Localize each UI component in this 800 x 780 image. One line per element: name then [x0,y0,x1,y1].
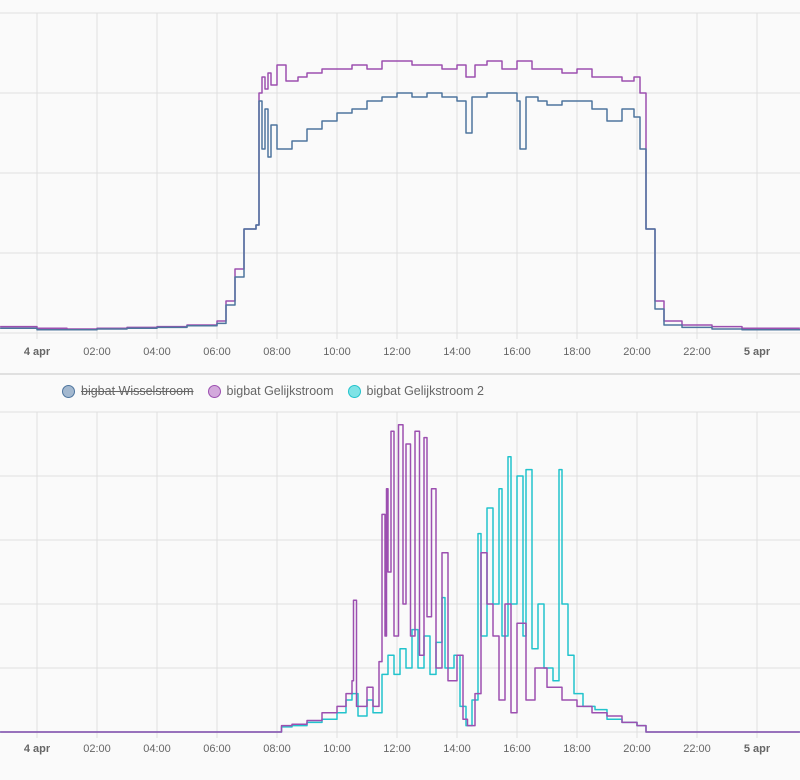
x-tick-label: 10:00 [323,346,351,358]
series-line-bigbat-gelijkstroom [0,60,800,330]
x-tick-label: 08:00 [263,743,291,755]
grid [0,411,800,738]
x-tick-label: 14:00 [443,346,471,358]
x-tick-label: 4 apr [24,743,51,755]
legend-color-swatch [347,384,361,398]
x-tick-label: 4 apr [24,346,51,358]
legend-item-bigbat-gelijkstroom[interactable]: bigbat Gelijkstroom [207,384,334,398]
x-tick-label: 12:00 [383,743,411,755]
legend-color-swatch [207,384,221,398]
legend-label: bigbat Wisselstroom [81,384,194,398]
x-tick-label: 02:00 [83,346,111,358]
chart-legend: bigbat Wisselstroom bigbat Gelijkstroom bi… [0,381,800,401]
x-tick-label: 16:00 [503,743,531,755]
series-line-bigbat-wisselstroom [0,92,800,331]
x-tick-label: 06:00 [203,743,231,755]
x-tick-label: 5 apr [744,743,771,755]
x-tick-label: 18:00 [563,743,591,755]
x-tick-label: 08:00 [263,346,291,358]
x-tick-label: 18:00 [563,346,591,358]
legend-label: bigbat Gelijkstroom 2 [366,384,484,398]
x-tick-label: 04:00 [143,743,171,755]
top-chart: 4 apr 02:00 04:00 06:00 08:00 10:00 12:00 14:00… [0,12,800,358]
x-tick-label: 5 apr [744,346,771,358]
x-tick-label: 06:00 [203,346,231,358]
x-tick-label: 04:00 [143,346,171,358]
chart-divider [0,373,800,375]
x-tick-label: 10:00 [323,743,351,755]
x-tick-label: 22:00 [683,346,711,358]
series-line-bigbat-gelijkstroom-2 [0,456,800,733]
legend-color-swatch [62,384,75,398]
grid [0,12,800,339]
x-tick-label: 12:00 [383,346,411,358]
x-tick-label: 22:00 [683,743,711,755]
bottom-chart: 4 apr 02:00 04:00 06:00 08:00 10:00 12:00 14:00… [0,411,800,755]
x-tick-label: 16:00 [503,346,531,358]
x-tick-label: 02:00 [83,743,111,755]
x-tick-label: 20:00 [623,743,651,755]
legend-item-bigbat-gelijkstroom-2[interactable]: bigbat Gelijkstroom 2 [347,384,484,398]
x-tick-label: 14:00 [443,743,471,755]
x-tick-label: 20:00 [623,346,651,358]
legend-label: bigbat Gelijkstroom [226,384,334,398]
legend-item-bigbat-wisselstroom[interactable]: bigbat Wisselstroom [62,384,194,398]
series-line-bigbat-gelijkstroom [0,424,800,733]
